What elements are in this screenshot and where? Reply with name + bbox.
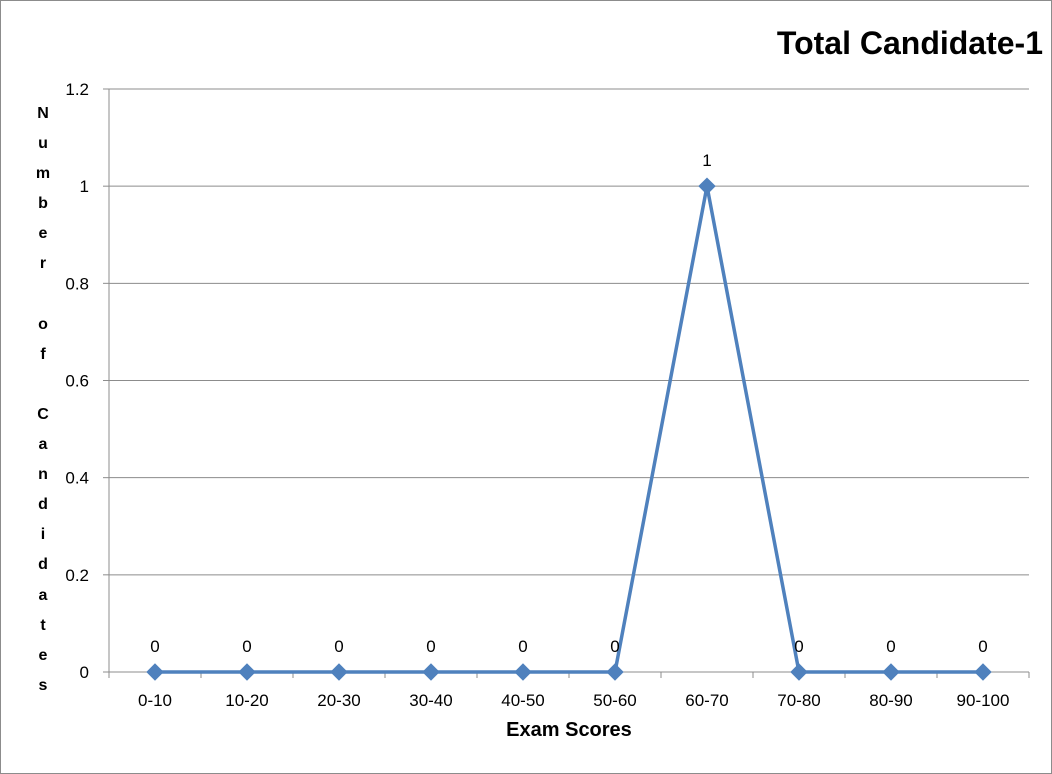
data-point-marker	[514, 663, 532, 681]
data-label: 0	[150, 637, 159, 656]
data-point-marker	[882, 663, 900, 681]
y-tick-label: 0.4	[65, 469, 89, 488]
data-point-marker	[606, 663, 624, 681]
x-tick-label: 0-10	[138, 691, 172, 710]
y-axis-title-char: d	[38, 496, 48, 514]
y-axis-title-char: u	[38, 135, 48, 153]
series	[146, 177, 992, 681]
y-tick-label: 0	[80, 663, 89, 682]
data-label: 0	[518, 637, 527, 656]
x-tick-labels: 0-10 10-20 20-30 30-40 40-50 50-60 60-70 70-80 8…	[138, 691, 1009, 710]
y-tick-label: 1	[80, 177, 89, 196]
y-axis-title-char: n	[38, 466, 48, 484]
y-tick-label: 0.6	[65, 372, 89, 391]
y-tick-label: 1.2	[65, 80, 89, 99]
x-tick-label: 10-20	[225, 691, 268, 710]
chart-title: Total Candidate-1	[776, 25, 1043, 61]
y-axis-title-char: r	[39, 255, 47, 273]
y-axis-title-char: e	[38, 225, 48, 243]
y-axis-title-char: a	[38, 586, 48, 604]
x-tick-label: 60-70	[685, 691, 728, 710]
x-tick-label: 40-50	[501, 691, 544, 710]
x-tick-label: 30-40	[409, 691, 452, 710]
y-axis-title-char	[31, 370, 55, 400]
data-label: 0	[886, 637, 895, 656]
y-axis-title-char: f	[40, 345, 46, 363]
y-axis-title-char: b	[38, 195, 48, 213]
y-tick-label: 0.2	[65, 566, 89, 585]
y-tick-labels: 0 0.2 0.4 0.6 0.8 1 1.2	[65, 80, 89, 682]
y-tick-label: 0.8	[65, 274, 89, 293]
y-axis-title-char: t	[40, 616, 46, 634]
y-axis-title-char: a	[38, 436, 48, 454]
gridlines	[109, 88, 1029, 576]
data-label: 0	[334, 637, 343, 656]
data-point-marker	[422, 663, 440, 681]
data-point-marker	[790, 663, 808, 681]
data-label: 1	[702, 151, 711, 170]
y-axis-title-char: o	[38, 315, 48, 333]
data-labels: 0 0 0 0 0 0 1 0 0 0	[150, 151, 987, 656]
data-point-marker	[238, 663, 256, 681]
x-tick-label: 70-80	[777, 691, 820, 710]
x-axis-title: Exam Scores	[506, 719, 632, 741]
x-tick-label: 20-30	[317, 691, 360, 710]
y-axis-title-char: e	[38, 646, 48, 664]
x-tick-label: 50-60	[593, 691, 636, 710]
data-point-marker	[330, 663, 348, 681]
x-tick-label: 90-100	[957, 691, 1010, 710]
data-point-marker	[146, 663, 164, 681]
data-label: 0	[426, 637, 435, 656]
data-label: 0	[978, 637, 987, 656]
y-axis-title-char: C	[37, 405, 49, 423]
y-axis-title-char: i	[40, 526, 46, 544]
y-axis-title-char: s	[38, 676, 48, 694]
data-point-marker	[698, 177, 716, 195]
y-axis-title-char: d	[38, 556, 48, 574]
data-label: 0	[610, 637, 619, 656]
data-label: 0	[242, 637, 251, 656]
y-axis-title-char: m	[35, 165, 51, 183]
y-axis-title-char	[31, 280, 55, 310]
data-point-marker	[974, 663, 992, 681]
data-label: 0	[794, 637, 803, 656]
x-tick-label: 80-90	[869, 691, 912, 710]
series-line	[155, 184, 983, 674]
axes	[103, 88, 1030, 678]
y-axis-title-char: N	[37, 105, 49, 122]
